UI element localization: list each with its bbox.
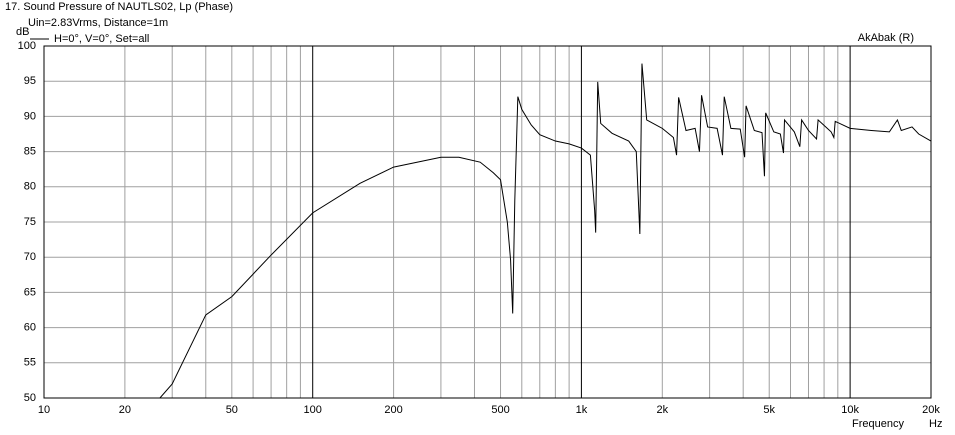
y-axis-label: dB — [16, 26, 29, 38]
x-axis-unit: Hz — [929, 418, 942, 430]
y-tick-label: 100 — [18, 40, 36, 52]
y-tick-label: 80 — [24, 181, 36, 193]
x-axis-label: Frequency — [852, 418, 904, 430]
x-tick-label: 100 — [304, 404, 322, 416]
y-tick-label: 70 — [24, 251, 36, 263]
x-tick-label: 1k — [576, 404, 588, 416]
x-tick-label: 5k — [763, 404, 775, 416]
y-tick-label: 95 — [24, 75, 36, 87]
chart-subtitle: Uin=2.83Vrms, Distance=1m — [28, 17, 168, 29]
x-tick-label: 50 — [226, 404, 238, 416]
y-tick-label: 60 — [24, 322, 36, 334]
x-tick-label: 20 — [119, 404, 131, 416]
x-tick-label: 500 — [491, 404, 509, 416]
x-tick-label: 20k — [922, 404, 940, 416]
x-tick-label: 200 — [384, 404, 402, 416]
data-line — [44, 63, 932, 399]
annotation: AkAbak (R) — [858, 32, 914, 44]
x-tick-label: 2k — [656, 404, 668, 416]
chart-title: 17. Sound Pressure of NAUTLS02, Lp (Phas… — [5, 1, 233, 13]
y-tick-label: 65 — [24, 286, 36, 298]
y-tick-label: 55 — [24, 357, 36, 369]
x-tick-label: 10 — [38, 404, 50, 416]
y-tick-label: 85 — [24, 146, 36, 158]
y-tick-label: 90 — [24, 110, 36, 122]
y-tick-label: 50 — [24, 392, 36, 404]
x-tick-label: 10k — [841, 404, 859, 416]
legend-label: H=0°, V=0°, Set=all — [54, 33, 149, 45]
plot-frame — [43, 45, 932, 399]
y-tick-label: 75 — [24, 216, 36, 228]
